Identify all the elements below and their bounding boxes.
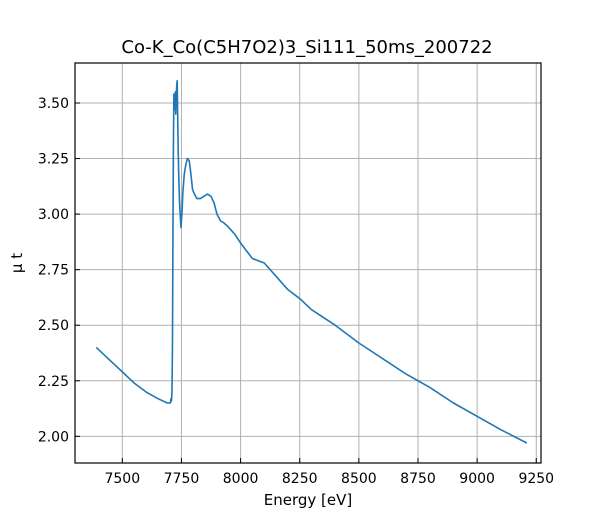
y-tick-label: 2.50: [38, 318, 69, 334]
series-line: [95, 79, 528, 444]
y-axis-label: μ t: [8, 253, 26, 273]
ticks: 7500 7750 8000 8250 8500 8750 9000 9250 2.00 2.25…: [38, 96, 554, 487]
y-tick-label: 2.75: [38, 263, 69, 279]
x-tick-label: 9000: [459, 471, 495, 487]
y-tick-label: 3.00: [38, 207, 69, 223]
x-tick-label: 8750: [400, 471, 436, 487]
series-layer: [95, 79, 528, 444]
x-tick-label: 9250: [518, 471, 554, 487]
x-tick-label: 7750: [164, 471, 200, 487]
y-tick-label: 3.25: [38, 152, 69, 168]
y-tick-label: 2.00: [38, 429, 69, 445]
y-tick-label: 3.50: [38, 96, 69, 112]
x-axis-label: Energy [eV]: [264, 491, 352, 509]
x-tick-label: 7500: [104, 471, 140, 487]
x-tick-label: 8000: [223, 471, 259, 487]
grid: [75, 63, 541, 463]
y-tick-label: 2.25: [38, 374, 69, 390]
chart-title: Co-K_Co(C5H7O2)3_Si111_50ms_200722: [121, 37, 492, 58]
x-tick-label: 8500: [341, 471, 377, 487]
x-tick-label: 8250: [282, 471, 318, 487]
plot-frame: [74, 62, 542, 464]
